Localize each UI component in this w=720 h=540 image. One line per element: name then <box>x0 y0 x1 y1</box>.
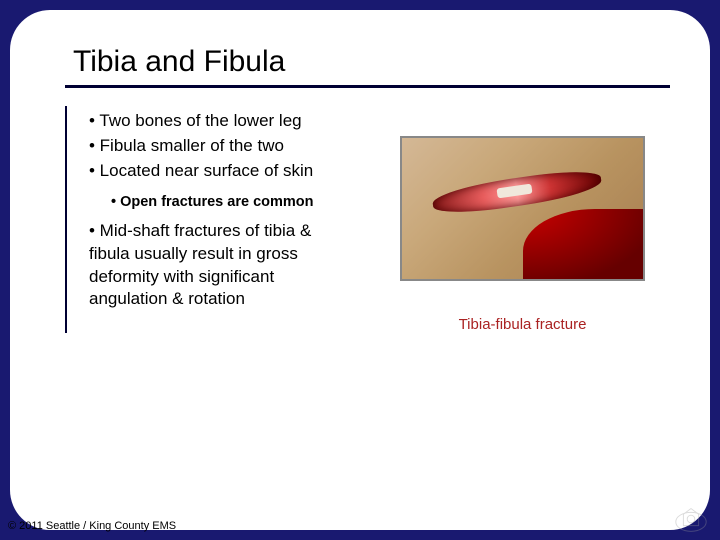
bullet-item: • Mid-shaft fractures of tibia & fibula … <box>89 220 355 312</box>
sub-bullet-item: • Open fractures are common <box>111 193 355 212</box>
image-caption: Tibia-fibula fracture <box>459 316 587 333</box>
title-underline <box>65 85 670 88</box>
bullet-item: • Located near surface of skin <box>89 160 355 183</box>
image-column: Tibia-fibula fracture <box>375 106 670 333</box>
bullet-item: • Fibula smaller of the two <box>89 135 355 158</box>
content-wrap: • Two bones of the lower leg • Fibula sm… <box>65 106 670 333</box>
text-column: • Two bones of the lower leg • Fibula sm… <box>65 106 355 333</box>
copyright-text: © 2011 Seattle / King County EMS <box>8 520 176 532</box>
bullet-item: • Two bones of the lower leg <box>89 110 355 133</box>
slide-title: Tibia and Fibula <box>73 45 670 79</box>
fracture-photo <box>400 136 645 281</box>
ems-logo-icon <box>672 504 710 534</box>
slide-frame: Tibia and Fibula • Two bones of the lowe… <box>10 10 710 530</box>
